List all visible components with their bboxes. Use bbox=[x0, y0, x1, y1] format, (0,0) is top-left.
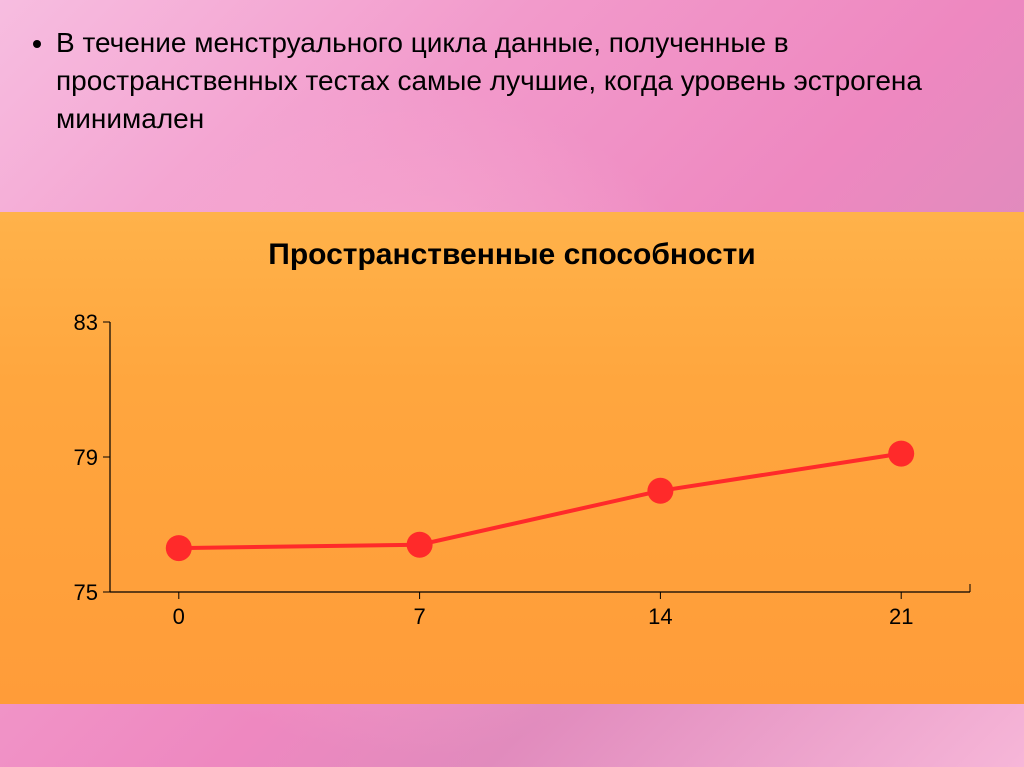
x-tick-label: 0 bbox=[173, 604, 185, 629]
bullet-block: В течение менструального цикла данные, п… bbox=[28, 24, 984, 137]
y-tick-label: 83 bbox=[74, 312, 98, 335]
series-point bbox=[407, 532, 433, 558]
chart-svg: 75 79 83 0 7 14 21 bbox=[40, 312, 980, 642]
series-point bbox=[647, 478, 673, 504]
y-tick-label: 75 bbox=[74, 580, 98, 605]
bullet-item: В течение менструального цикла данные, п… bbox=[56, 24, 984, 137]
series-point bbox=[166, 535, 192, 561]
series-point bbox=[888, 441, 914, 467]
chart-plot: 75 79 83 0 7 14 21 bbox=[40, 312, 980, 642]
series-line bbox=[179, 454, 901, 548]
chart-card: Пространственные способности 75 79 83 0 7 14 2… bbox=[0, 212, 1024, 704]
x-tick-label: 14 bbox=[648, 604, 672, 629]
y-tick-label: 79 bbox=[74, 445, 98, 470]
slide: В течение менструального цикла данные, п… bbox=[0, 0, 1024, 767]
x-tick-label: 21 bbox=[889, 604, 913, 629]
chart-title: Пространственные способности bbox=[0, 212, 1024, 272]
x-tick-label: 7 bbox=[413, 604, 425, 629]
